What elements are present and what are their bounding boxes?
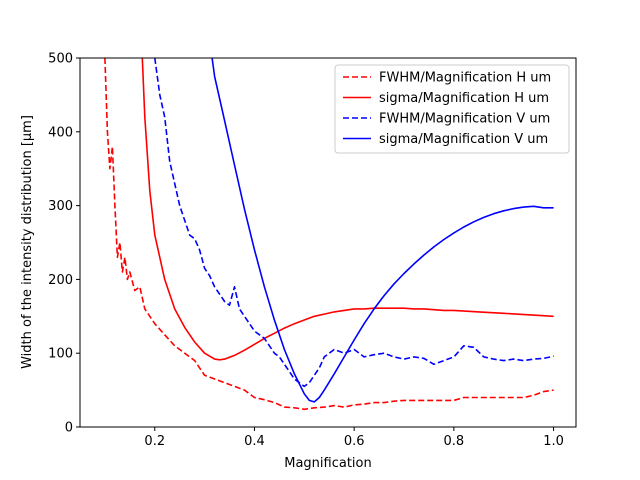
legend-box — [334, 64, 570, 154]
y-tick-label: 0 — [65, 421, 73, 436]
y-tick-label: 200 — [48, 273, 73, 288]
series-line-4 — [211, 58, 554, 403]
y-tick-label: 400 — [48, 125, 73, 140]
x-tick-label: 1.0 — [543, 434, 564, 449]
y-tick-label: 300 — [48, 199, 73, 214]
y-axis-label: Width of the intensity distribution [μm] — [20, 115, 35, 369]
legend: FWHM/Magnification H um sigma/Magnificati… — [334, 64, 570, 154]
x-tick-label: 0.2 — [144, 434, 165, 449]
y-tick-label: 100 — [48, 347, 73, 362]
y-axis: 0 100 200 300 400 500 — [48, 52, 80, 436]
x-tick-label: 0.4 — [244, 434, 265, 449]
y-tick-label: 500 — [48, 52, 73, 67]
series-line-1 — [104, 58, 554, 411]
legend-label-1: FWHM/Magnification H um — [379, 71, 551, 86]
series-layer — [104, 58, 554, 411]
x-axis: 0.2 0.4 0.6 0.8 1.0 — [144, 427, 564, 449]
x-tick-label: 0.6 — [344, 434, 365, 449]
plot-frame — [79, 57, 577, 428]
x-axis-label: Magnification — [284, 456, 372, 471]
legend-label-3: FWHM/Magnification V um — [379, 112, 550, 127]
x-tick-label: 0.8 — [444, 434, 465, 449]
series-line-2 — [141, 58, 554, 361]
legend-label-2: sigma/Magnification H um — [379, 91, 549, 106]
legend-label-4: sigma/Magnification V um — [379, 132, 548, 147]
